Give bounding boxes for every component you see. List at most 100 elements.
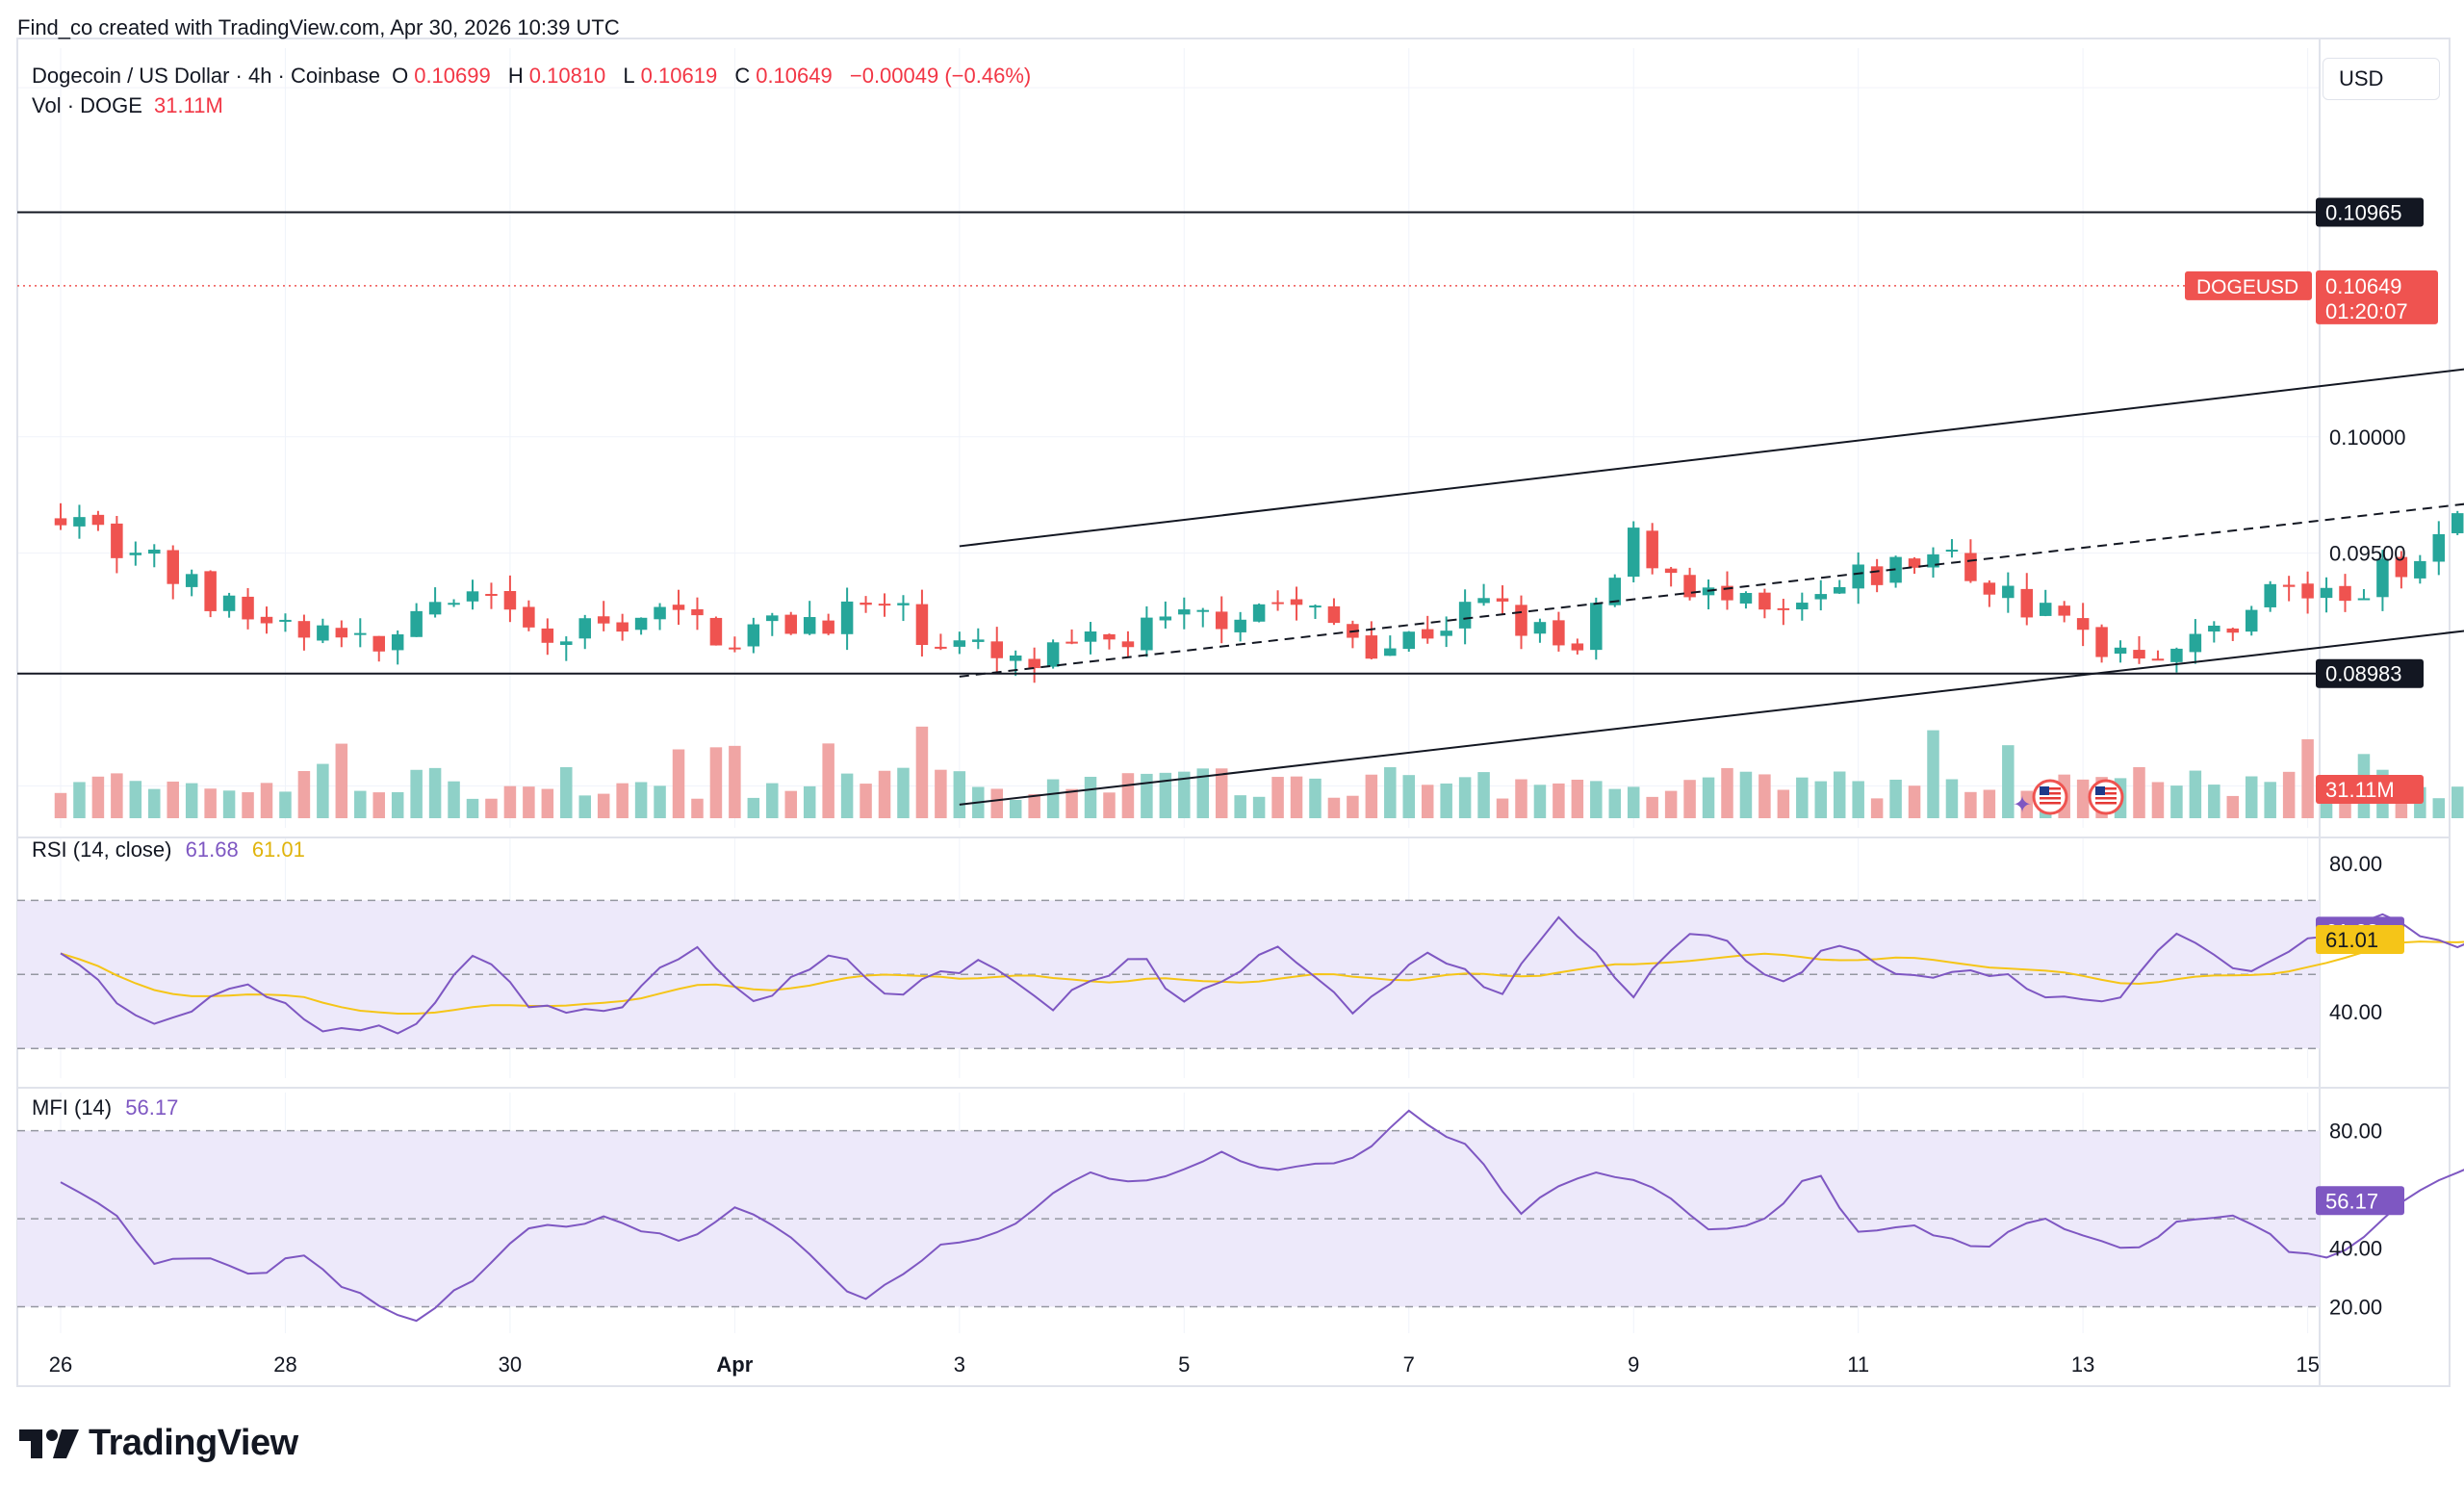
volume-bar [204, 788, 217, 818]
candle-body [2170, 648, 2183, 662]
rsi-ma-line [60, 940, 2464, 1015]
flag-canton [2095, 786, 2105, 795]
volume-bar [2076, 779, 2090, 818]
mfi-legend[interactable]: MFI (14) 56.17 [32, 1095, 178, 1120]
volume-bar [1646, 796, 1658, 818]
candle-body [2301, 583, 2314, 599]
volume-bar [672, 749, 685, 818]
volume-bar [1908, 785, 1921, 818]
volume-bar [1290, 776, 1303, 818]
candle-body [1646, 530, 1658, 569]
candle-body [2002, 585, 2015, 599]
candle-body [860, 603, 872, 605]
time-axis-label: 3 [954, 1352, 965, 1377]
volume-bar [634, 782, 648, 818]
volume-bar [1271, 777, 1284, 818]
volume-bar [73, 782, 86, 818]
channel-middle-line [959, 502, 2464, 678]
countdown-tag: 01:20:07 [2325, 299, 2408, 323]
level-tag: 0.10965 [2325, 200, 2402, 224]
tradingview-brand[interactable]: TradingView [19, 1423, 298, 1464]
current-price-tag: 0.10649 [2325, 274, 2402, 298]
candle-body [1028, 658, 1040, 669]
candle-body [1777, 607, 1790, 610]
high-value: 0.10810 [528, 64, 606, 88]
candle-body [129, 553, 142, 555]
volume-bar [1796, 777, 1809, 818]
volume-tag: 31.11M [2325, 778, 2395, 802]
volume-bar [185, 783, 198, 818]
volume-bar [1440, 783, 1452, 818]
volume-bar [1889, 779, 1902, 818]
candle-body [2395, 556, 2408, 578]
candle-body [167, 550, 179, 584]
symbol-title[interactable]: Dogecoin / US Dollar · 4h · Coinbase [32, 64, 380, 88]
mfi-title: MFI (14) [32, 1095, 113, 1120]
volume-bar [1421, 785, 1434, 818]
candle-body [485, 593, 498, 596]
candle-body [2076, 618, 2090, 631]
volume-bar [2020, 790, 2034, 818]
volume-bar [2151, 782, 2165, 818]
candle-body [672, 605, 685, 610]
candle-body [1571, 643, 1584, 651]
candle-body [1927, 553, 1939, 568]
candle-body [2376, 558, 2389, 598]
candle-body [1290, 599, 1303, 605]
candle-body [242, 596, 254, 620]
volume-bar [503, 785, 517, 818]
volume-bar [260, 783, 273, 818]
volume-bar [560, 767, 573, 818]
candle-body [1384, 648, 1397, 656]
time-axis-label: 15 [2296, 1352, 2319, 1377]
candle-body [1159, 616, 1172, 621]
volume-bar [935, 769, 947, 818]
mfi-line [60, 1109, 2464, 1323]
candle-body [1983, 582, 1996, 595]
candle-body [1178, 609, 1191, 615]
volume-bar [1327, 797, 1341, 818]
candle-body [1252, 604, 1266, 622]
rsi-value: 61.68 [185, 837, 239, 862]
candle-body [1196, 609, 1210, 612]
candle-body [634, 617, 648, 631]
chart-drawings[interactable] [17, 178, 2464, 806]
volume-bar [354, 790, 367, 818]
flag-stripe [2095, 787, 2117, 790]
volume-bar [1758, 774, 1771, 818]
candle-body [335, 628, 348, 638]
volume-bar [1141, 773, 1153, 818]
volume-bar [1028, 794, 1040, 818]
time-axis-label: 5 [1178, 1352, 1190, 1377]
candle-body [2151, 658, 2165, 661]
candle-body [1608, 578, 1622, 605]
candle-body [654, 606, 666, 620]
rsi-legend[interactable]: RSI (14, close) 61.68 61.01 [32, 837, 305, 862]
flag-stripe [2040, 787, 2061, 790]
currency-button[interactable]: USD [2323, 58, 2440, 100]
candle-body [1964, 553, 1977, 581]
flag-stripe [2040, 792, 2061, 795]
candle-body [523, 606, 535, 628]
candle-body [1553, 620, 1565, 646]
time-axis-label: 30 [499, 1352, 522, 1377]
volume-bar [2451, 786, 2464, 818]
candle-body [2114, 647, 2127, 655]
candle-body [747, 624, 760, 647]
candle-body [840, 601, 854, 634]
volume-bar [1739, 771, 1753, 818]
candle-body [448, 603, 460, 605]
candle-body [560, 641, 573, 645]
channel-lower-line [959, 630, 2464, 806]
flag-stripe [2095, 792, 2117, 795]
volume-bar [448, 781, 460, 818]
candle-body [297, 621, 311, 638]
volume-bar [2208, 785, 2220, 818]
volume-bar [915, 726, 929, 818]
low-label: L [623, 64, 635, 88]
volume-bar [1721, 767, 1733, 818]
symbol-legend[interactable]: Dogecoin / US Dollar · 4h · Coinbase O 0.… [32, 64, 1037, 89]
volume-legend[interactable]: Vol · DOGE 31.11M [32, 93, 229, 118]
